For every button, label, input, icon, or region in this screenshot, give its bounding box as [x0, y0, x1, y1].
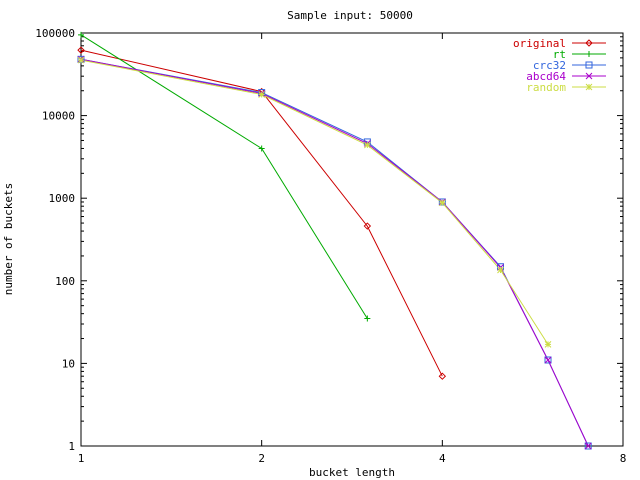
- series-line-rt: [80, 34, 368, 319]
- legend-marker-abcd64: [585, 72, 593, 80]
- plot-frame: [80, 32, 624, 447]
- series-markers: [77, 31, 592, 450]
- series-line-random: [80, 59, 549, 345]
- data-point-rt: [258, 145, 265, 152]
- axis-ticks: 1 2 4 8 1 10 100 1000 10000 100000: [35, 27, 626, 465]
- data-point-random: [544, 341, 552, 348]
- data-point-random: [438, 199, 446, 207]
- x-tick-label: 8: [620, 452, 627, 465]
- data-point-crc32: [584, 442, 592, 450]
- legend-marker-rt: [586, 51, 592, 57]
- legend-marker-original: [585, 39, 593, 47]
- legend-label-abcd64: abcd64: [526, 70, 566, 83]
- data-point-random: [77, 56, 85, 64]
- chart-title: Sample input: 50000: [287, 9, 413, 22]
- series-line-crc32: [80, 58, 589, 447]
- data-point-rt: [78, 31, 84, 38]
- data-point-random: [258, 91, 266, 98]
- data-point-original: [363, 222, 372, 230]
- y-tick-label: 100000: [35, 27, 75, 40]
- y-tick-label: 100: [55, 275, 75, 288]
- y-tick-label: 1000: [49, 192, 76, 205]
- x-tick-label: 4: [439, 452, 446, 465]
- x-tick-label: 1: [78, 452, 85, 465]
- y-tick-label: 10: [62, 357, 75, 370]
- legend-label-crc32: crc32: [533, 59, 566, 72]
- legend-label-rt: rt: [553, 48, 566, 61]
- y-tick-label: 10000: [42, 110, 75, 123]
- legend-label-random: random: [526, 81, 566, 94]
- y-axis-label: number of buckets: [2, 183, 15, 296]
- data-point-abcd64: [544, 356, 552, 364]
- data-point-crc32: [544, 356, 552, 364]
- series-line-abcd64: [80, 58, 589, 447]
- series-line-original: [80, 49, 443, 377]
- x-axis-label: bucket length: [309, 466, 395, 479]
- y-tick-label: 1: [68, 440, 75, 453]
- legend-label-original: original: [513, 37, 566, 50]
- legend-marker-random: [585, 83, 593, 91]
- data-point-random: [497, 266, 504, 274]
- data-point-original: [438, 372, 447, 380]
- legend-marker-crc32: [585, 61, 593, 69]
- x-tick-label: 2: [258, 452, 265, 465]
- data-point-abcd64: [584, 442, 592, 450]
- data-point-random: [363, 141, 371, 149]
- series-lines: [80, 34, 589, 447]
- data-point-original: [77, 46, 85, 54]
- data-point-rt: [364, 315, 371, 322]
